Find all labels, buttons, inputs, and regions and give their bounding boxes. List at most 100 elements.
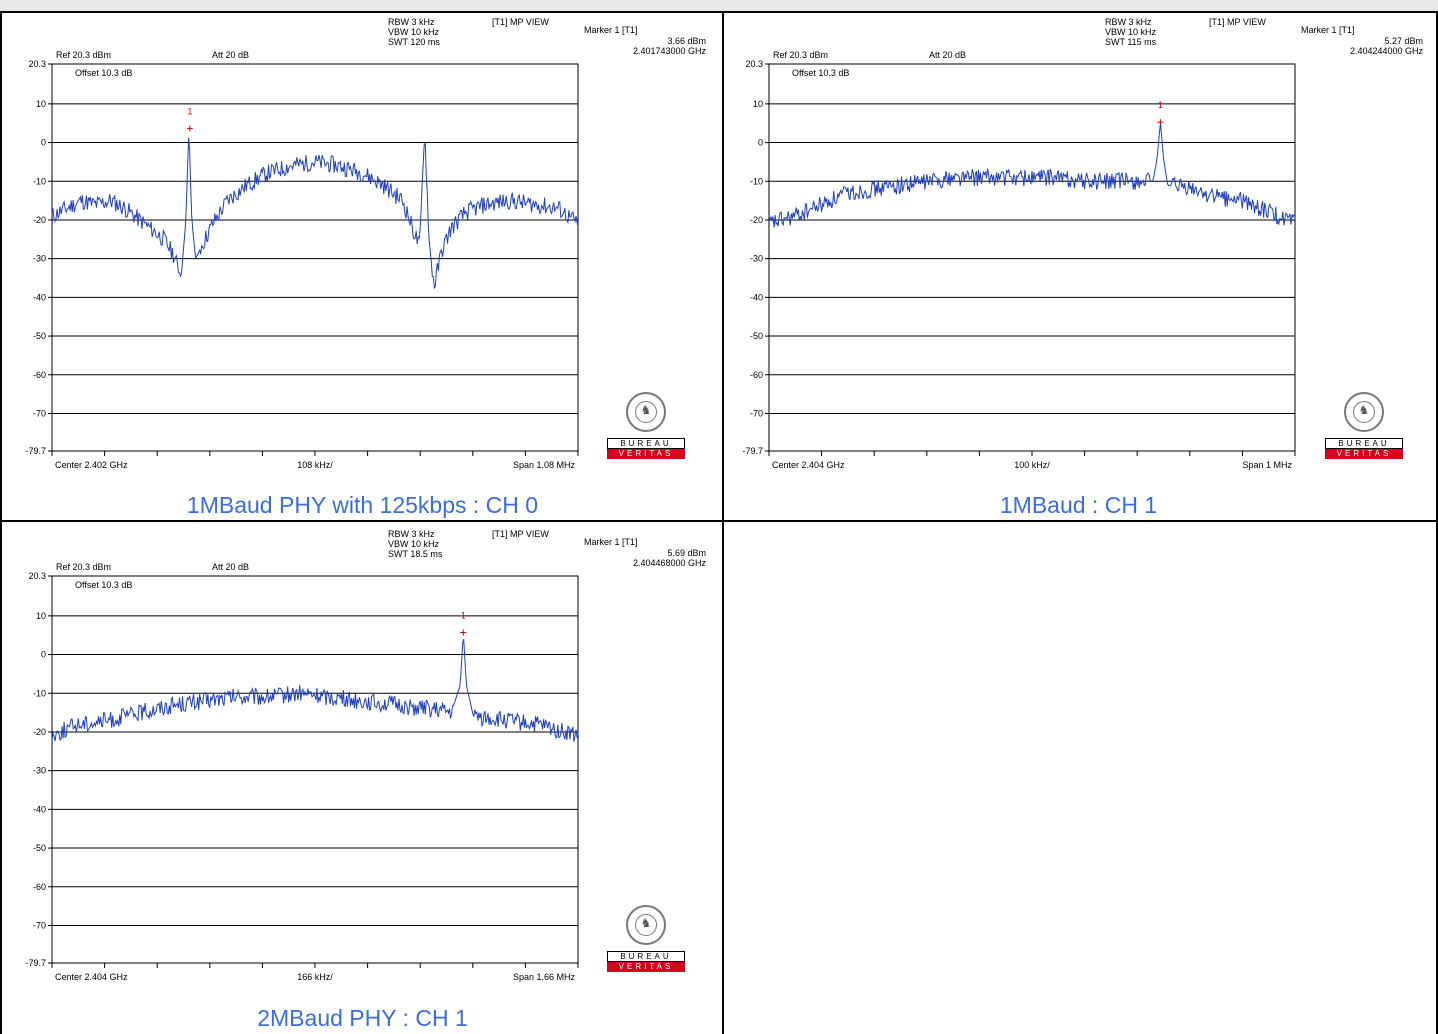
caption-panel-0: 1MBaud PHY with 125kbps : CH 0: [186, 492, 539, 518]
marker-title: Marker 1 [T1]: [1301, 25, 1355, 35]
y-tick-label: 10: [36, 611, 46, 621]
rbw-label: RBW 3 kHz: [388, 17, 435, 27]
y-tick-label: -70: [750, 408, 763, 418]
y-tick-label: -60: [750, 370, 763, 380]
reference-level: Ref 20.3 dBm: [773, 50, 828, 60]
y-tick-label: -79.7: [25, 446, 46, 456]
y-tick-label: -30: [750, 254, 763, 264]
y-tick-label: -20: [33, 727, 46, 737]
table-border-right: [1436, 13, 1438, 1034]
spectrum-trace: [51, 137, 579, 289]
y-tick-label: -60: [33, 882, 46, 892]
spectrum-panel-1mbaud-ch1: RBW 3 kHz VBW 10 kHz SWT 115 ms [T1] MP VIE…: [717, 13, 1438, 520]
marker-number: 1: [187, 106, 192, 116]
trace-label: [T1] MP VIEW: [492, 17, 549, 27]
center-frequency: Center 2.404 GHz: [55, 972, 128, 982]
y-tick-label: -70: [33, 920, 46, 930]
bureau-veritas-seal-icon: ♞: [626, 905, 666, 945]
spectrum-panel-ch0: RBW 3 kHz VBW 10 kHz SWT 120 ms [T1] MP VIE…: [0, 13, 722, 520]
spectrum-trace: [51, 639, 579, 742]
y-tick-label: -10: [33, 176, 46, 186]
y-tick-label: 0: [41, 138, 46, 148]
y-tick-label: 10: [753, 99, 763, 109]
marker-number: 1: [1158, 100, 1163, 110]
y-tick-label: 0: [758, 138, 763, 148]
logo-text-bottom: VERITAS: [607, 449, 685, 459]
y-tick-label: 10: [36, 99, 46, 109]
offset-label: Offset 10.3 dB: [792, 68, 849, 78]
marker-title: Marker 1 [T1]: [584, 25, 638, 35]
offset-label: Offset 10.3 dB: [75, 580, 132, 590]
marker-frequency: 2.404468000 GHz: [633, 558, 707, 568]
marker-level: 5.69 dBm: [667, 548, 706, 558]
caption-panel-1: 1MBaud : CH 1: [999, 492, 1158, 518]
bureau-veritas-seal-icon: ♞: [1344, 392, 1384, 432]
trace-label: [T1] MP VIEW: [1209, 17, 1266, 27]
marker-level: 3.66 dBm: [667, 36, 706, 46]
frequency-per-division: 108 kHz/: [297, 460, 333, 470]
rbw-label: RBW 3 kHz: [388, 529, 435, 539]
plot-frame: [768, 63, 1296, 452]
caption-panel-2: 2MBaud PHY : CH 1: [257, 1005, 468, 1031]
vbw-label: VBW 10 kHz: [1105, 27, 1157, 37]
logo-text-top: BUREAU: [607, 951, 685, 962]
center-frequency: Center 2.404 GHz: [772, 460, 845, 470]
y-tick-label: -10: [750, 176, 763, 186]
attenuation: Att 20 dB: [929, 50, 966, 60]
y-tick-label: -10: [33, 688, 46, 698]
span-label: Span 1.66 MHz: [513, 972, 576, 982]
y-tick-label: 20.3: [28, 59, 46, 69]
trace-label: [T1] MP VIEW: [492, 529, 549, 539]
attenuation: Att 20 dB: [212, 50, 249, 60]
plot-frame: [51, 63, 579, 452]
marker-frequency: 2.404244000 GHz: [1350, 46, 1424, 56]
y-tick-label: -20: [33, 215, 46, 225]
bureau-veritas-logo: ♞ BUREAU VERITAS: [1325, 392, 1403, 459]
y-tick-label: -79.7: [25, 958, 46, 968]
offset-label: Offset 10.3 dB: [75, 68, 132, 78]
reference-level: Ref 20.3 dBm: [56, 562, 111, 572]
marker-number: 1: [461, 611, 466, 621]
marker-level: 5.27 dBm: [1384, 36, 1423, 46]
table-border-left: [0, 13, 2, 1034]
table-border-middle: [722, 13, 724, 1034]
y-tick-label: -30: [33, 254, 46, 264]
span-label: Span 1.08 MHz: [513, 460, 576, 470]
vbw-label: VBW 10 kHz: [388, 539, 440, 549]
rbw-label: RBW 3 kHz: [1105, 17, 1152, 27]
plot-frame: [51, 575, 579, 964]
bureau-veritas-seal-icon: ♞: [626, 392, 666, 432]
logo-text-bottom: VERITAS: [1325, 449, 1403, 459]
top-border-strip: [0, 0, 1438, 13]
swt-label: SWT 120 ms: [388, 37, 440, 47]
spectrum-trace: [768, 123, 1296, 228]
table-border-row: [0, 520, 1438, 522]
attenuation: Att 20 dB: [212, 562, 249, 572]
vbw-label: VBW 10 kHz: [388, 27, 440, 37]
frequency-per-division: 166 kHz/: [297, 972, 333, 982]
y-tick-label: -30: [33, 766, 46, 776]
y-tick-label: -50: [33, 331, 46, 341]
marker-title: Marker 1 [T1]: [584, 537, 638, 547]
y-tick-label: -50: [33, 843, 46, 853]
reference-level: Ref 20.3 dBm: [56, 50, 111, 60]
y-tick-label: -40: [33, 292, 46, 302]
logo-text-bottom: VERITAS: [607, 962, 685, 972]
y-tick-label: 0: [41, 650, 46, 660]
y-tick-label: -40: [33, 804, 46, 814]
center-frequency: Center 2.402 GHz: [55, 460, 128, 470]
logo-text-top: BUREAU: [607, 438, 685, 449]
y-tick-label: -40: [750, 292, 763, 302]
y-tick-label: -60: [33, 370, 46, 380]
logo-text-top: BUREAU: [1325, 438, 1403, 449]
y-tick-label: -70: [33, 408, 46, 418]
y-tick-label: -20: [750, 215, 763, 225]
y-tick-label: -79.7: [742, 446, 763, 456]
frequency-per-division: 100 kHz/: [1014, 460, 1050, 470]
marker-frequency: 2.401743000 GHz: [633, 46, 707, 56]
y-tick-label: 20.3: [28, 571, 46, 581]
y-tick-label: -50: [750, 331, 763, 341]
